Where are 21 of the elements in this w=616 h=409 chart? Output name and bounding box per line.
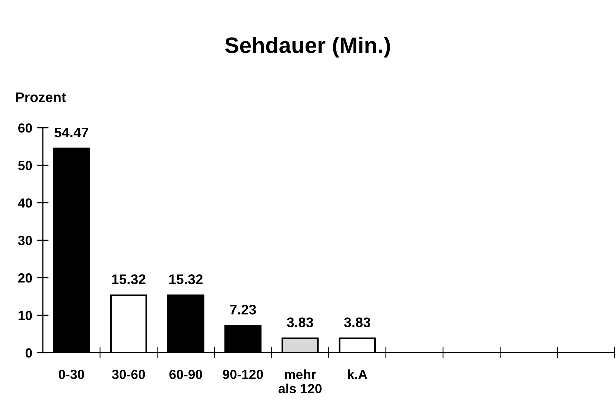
y-tick-label: 60 xyxy=(18,124,32,133)
y-tick-label: 10 xyxy=(18,311,32,320)
chart-title: Sehdauer (Min.) xyxy=(225,37,390,58)
data-label: 15.32 xyxy=(170,274,203,284)
y-tick-label: 30 xyxy=(18,236,32,246)
y-tick-label: 40 xyxy=(18,198,32,208)
y-tick-label: 20 xyxy=(18,274,32,283)
y-tick-label: 0 xyxy=(26,348,32,358)
x-tick-label: 60-90 xyxy=(170,370,202,380)
x-tick-label: 90-120 xyxy=(223,370,264,380)
y-tick-label: 50 xyxy=(18,161,32,170)
x-tick-label: k.A xyxy=(348,370,368,380)
data-label: 3.83 xyxy=(287,318,314,328)
data-label: 15.32 xyxy=(112,274,146,284)
x-tick-label: 30-60 xyxy=(112,370,146,380)
x-tick-label: mehr als 120 xyxy=(278,370,322,394)
data-label: 54.47 xyxy=(54,128,88,138)
y-axis-title: Prozent xyxy=(16,92,66,102)
data-label: 3.83 xyxy=(344,318,371,328)
x-tick-label: 0-30 xyxy=(59,370,84,380)
data-label: 7.23 xyxy=(230,304,256,315)
